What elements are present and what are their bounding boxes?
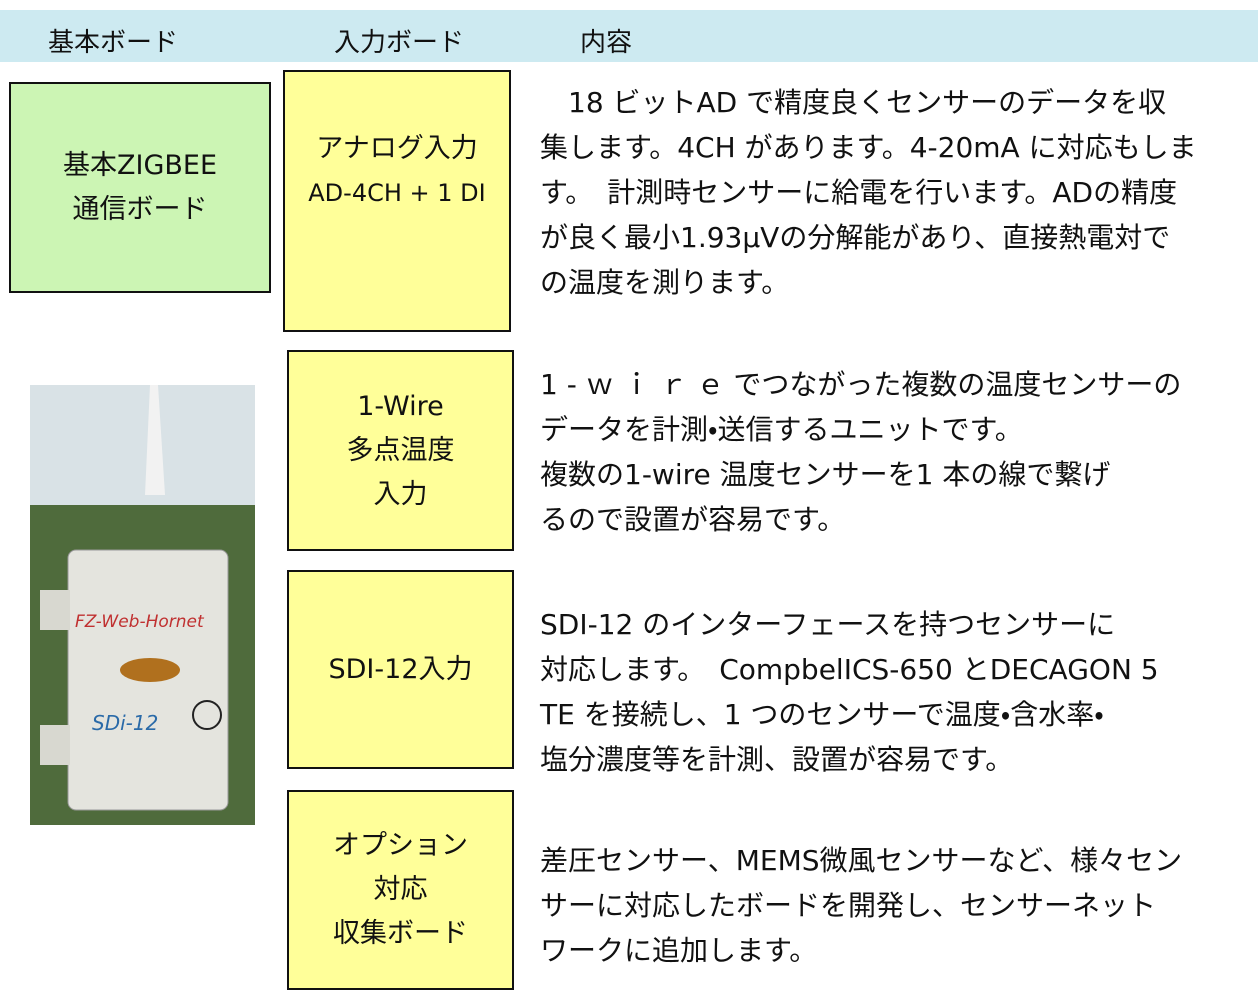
description-line: 1 - ｗ ｉ ｒ ｅ でつながった複数の温度センサーの	[540, 368, 1182, 401]
board-line: アナログ入力	[316, 133, 478, 164]
input-board: SDI-12入力	[287, 570, 514, 769]
description-line: 集します。4CH があります。4-20mA に対応もしま	[540, 131, 1197, 164]
description-line: 塩分濃度等を計測、設置が容易です。	[540, 743, 1014, 776]
board-line: 対応	[373, 874, 428, 905]
description-line: 18 ビットAD で精度良くセンサーのデータを収	[540, 86, 1167, 119]
description-line: TE を接続し、1 つのセンサーで温度・含水率・	[540, 698, 1104, 731]
header-basic: 基本ボード	[48, 28, 179, 58]
description-line: データを計測・送信するユニットです。	[540, 413, 1023, 446]
description-line: が良く最小1.93μVの分解能があり、直接熱電対で	[540, 221, 1171, 254]
device-photo: FZ-Web-Hornet SDi-12	[30, 385, 255, 825]
basic-line: 通信ボード	[72, 193, 208, 225]
description: 1 - ｗ ｉ ｒ ｅ でつながった複数の温度センサーの データを計測・送信するユ…	[540, 362, 1181, 542]
description-line: るので設置が容易です。	[540, 503, 846, 536]
input-board: オプション 対応 収集ボード	[287, 790, 514, 990]
board-line: 入力	[373, 478, 428, 510]
description-line: 複数の1-wire 温度センサーを1 本の線で繋げ	[540, 458, 1111, 491]
basic-line: 基本ZIGBEE	[62, 149, 218, 181]
board-line: SDI-12入力	[328, 653, 473, 685]
description-line: す。 計測時センサーに給電を行います。ADの精度	[540, 176, 1178, 209]
description: SDI-12 のインターフェースを持つセンサーに対応します。 CompbelIC…	[540, 602, 1159, 782]
board-line: 収集ボード	[333, 918, 468, 949]
description-line: ワークに追加します。	[540, 934, 818, 967]
description-line: の温度を測ります。	[540, 266, 790, 299]
input-board: 1-Wire 多点温度 入力	[287, 350, 514, 551]
description-line: 差圧センサー、MEMS微風センサーなど、様々セン	[540, 844, 1183, 877]
description: 18 ビットAD で精度良くセンサーのデータを収 集します。4CH があります。4…	[540, 80, 1197, 305]
input-board: アナログ入力 AD-4CH + 1 DI	[283, 70, 511, 332]
board-line: 多点温度	[346, 434, 455, 466]
board-line: オプション	[333, 830, 468, 861]
description-line: 対応します。 CompbelICS-650 とDECAGON 5	[540, 653, 1159, 686]
board-line: 1-Wire	[357, 390, 444, 422]
photo-model: SDi-12	[92, 711, 158, 735]
photo-brand: FZ-Web-Hornet	[75, 612, 205, 632]
board-line: AD-4CH + 1 DI	[308, 179, 486, 207]
description-line: SDI-12 のインターフェースを持つセンサーに	[540, 608, 1116, 641]
description: 差圧センサー、MEMS微風センサーなど、様々セン サーに対応したボードを開発し、セ…	[540, 838, 1182, 973]
basic-board: 基本ZIGBEE 通信ボード	[9, 82, 271, 293]
header-input: 入力ボード	[334, 28, 465, 58]
header-bar: 基本ボード 入力ボード 内容	[0, 10, 1258, 62]
header-content: 内容	[580, 28, 633, 58]
description-line: サーに対応したボードを開発し、センサーネット	[540, 889, 1157, 922]
